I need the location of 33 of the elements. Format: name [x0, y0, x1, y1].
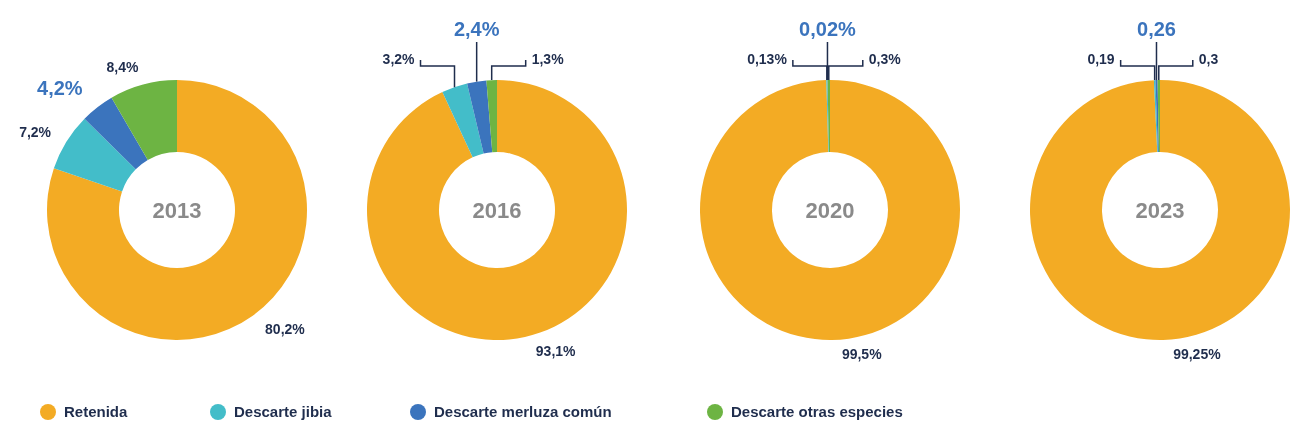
donut-slice [467, 80, 493, 154]
donut-slice [700, 80, 960, 340]
data-label: 8,4% [106, 59, 139, 76]
data-label: 0,19 [1087, 51, 1115, 67]
data-label: 0,13% [747, 51, 788, 67]
legend-label: Descarte jibia [234, 403, 333, 421]
donut-slice [367, 80, 627, 340]
text: 2016 [472, 197, 522, 223]
data-label: 0,26 [1137, 18, 1176, 40]
donut-slice [1030, 80, 1290, 340]
legend-label: Descarte otras especies [731, 403, 903, 421]
data-label: 80,2% [265, 320, 306, 337]
data-label: 4,2% [37, 77, 83, 100]
legend-label: Descarte merluza común [434, 403, 612, 421]
data-label: 0,02% [799, 18, 857, 40]
legend-label: Retenida [64, 403, 128, 421]
donut-slice [111, 80, 177, 160]
text: 2023 [1135, 197, 1185, 223]
data-label: 99,25% [1173, 345, 1222, 362]
data-label: 93,1% [535, 342, 577, 359]
data-label: 1,3% [531, 51, 565, 67]
donut-slice [84, 97, 148, 170]
data-label: 2,4% [453, 18, 500, 40]
text: 2020 [805, 197, 855, 223]
data-label: 0,3 [1198, 51, 1219, 67]
data-label: 0,3% [868, 51, 902, 67]
donut-slice [442, 83, 484, 158]
donut-slice [486, 80, 497, 153]
data-label: 3,2% [382, 51, 416, 67]
data-label: 99,5% [841, 345, 883, 362]
text: 2013 [152, 197, 202, 223]
donut-slice [53, 118, 136, 192]
data-label: 7,2% [19, 124, 52, 141]
